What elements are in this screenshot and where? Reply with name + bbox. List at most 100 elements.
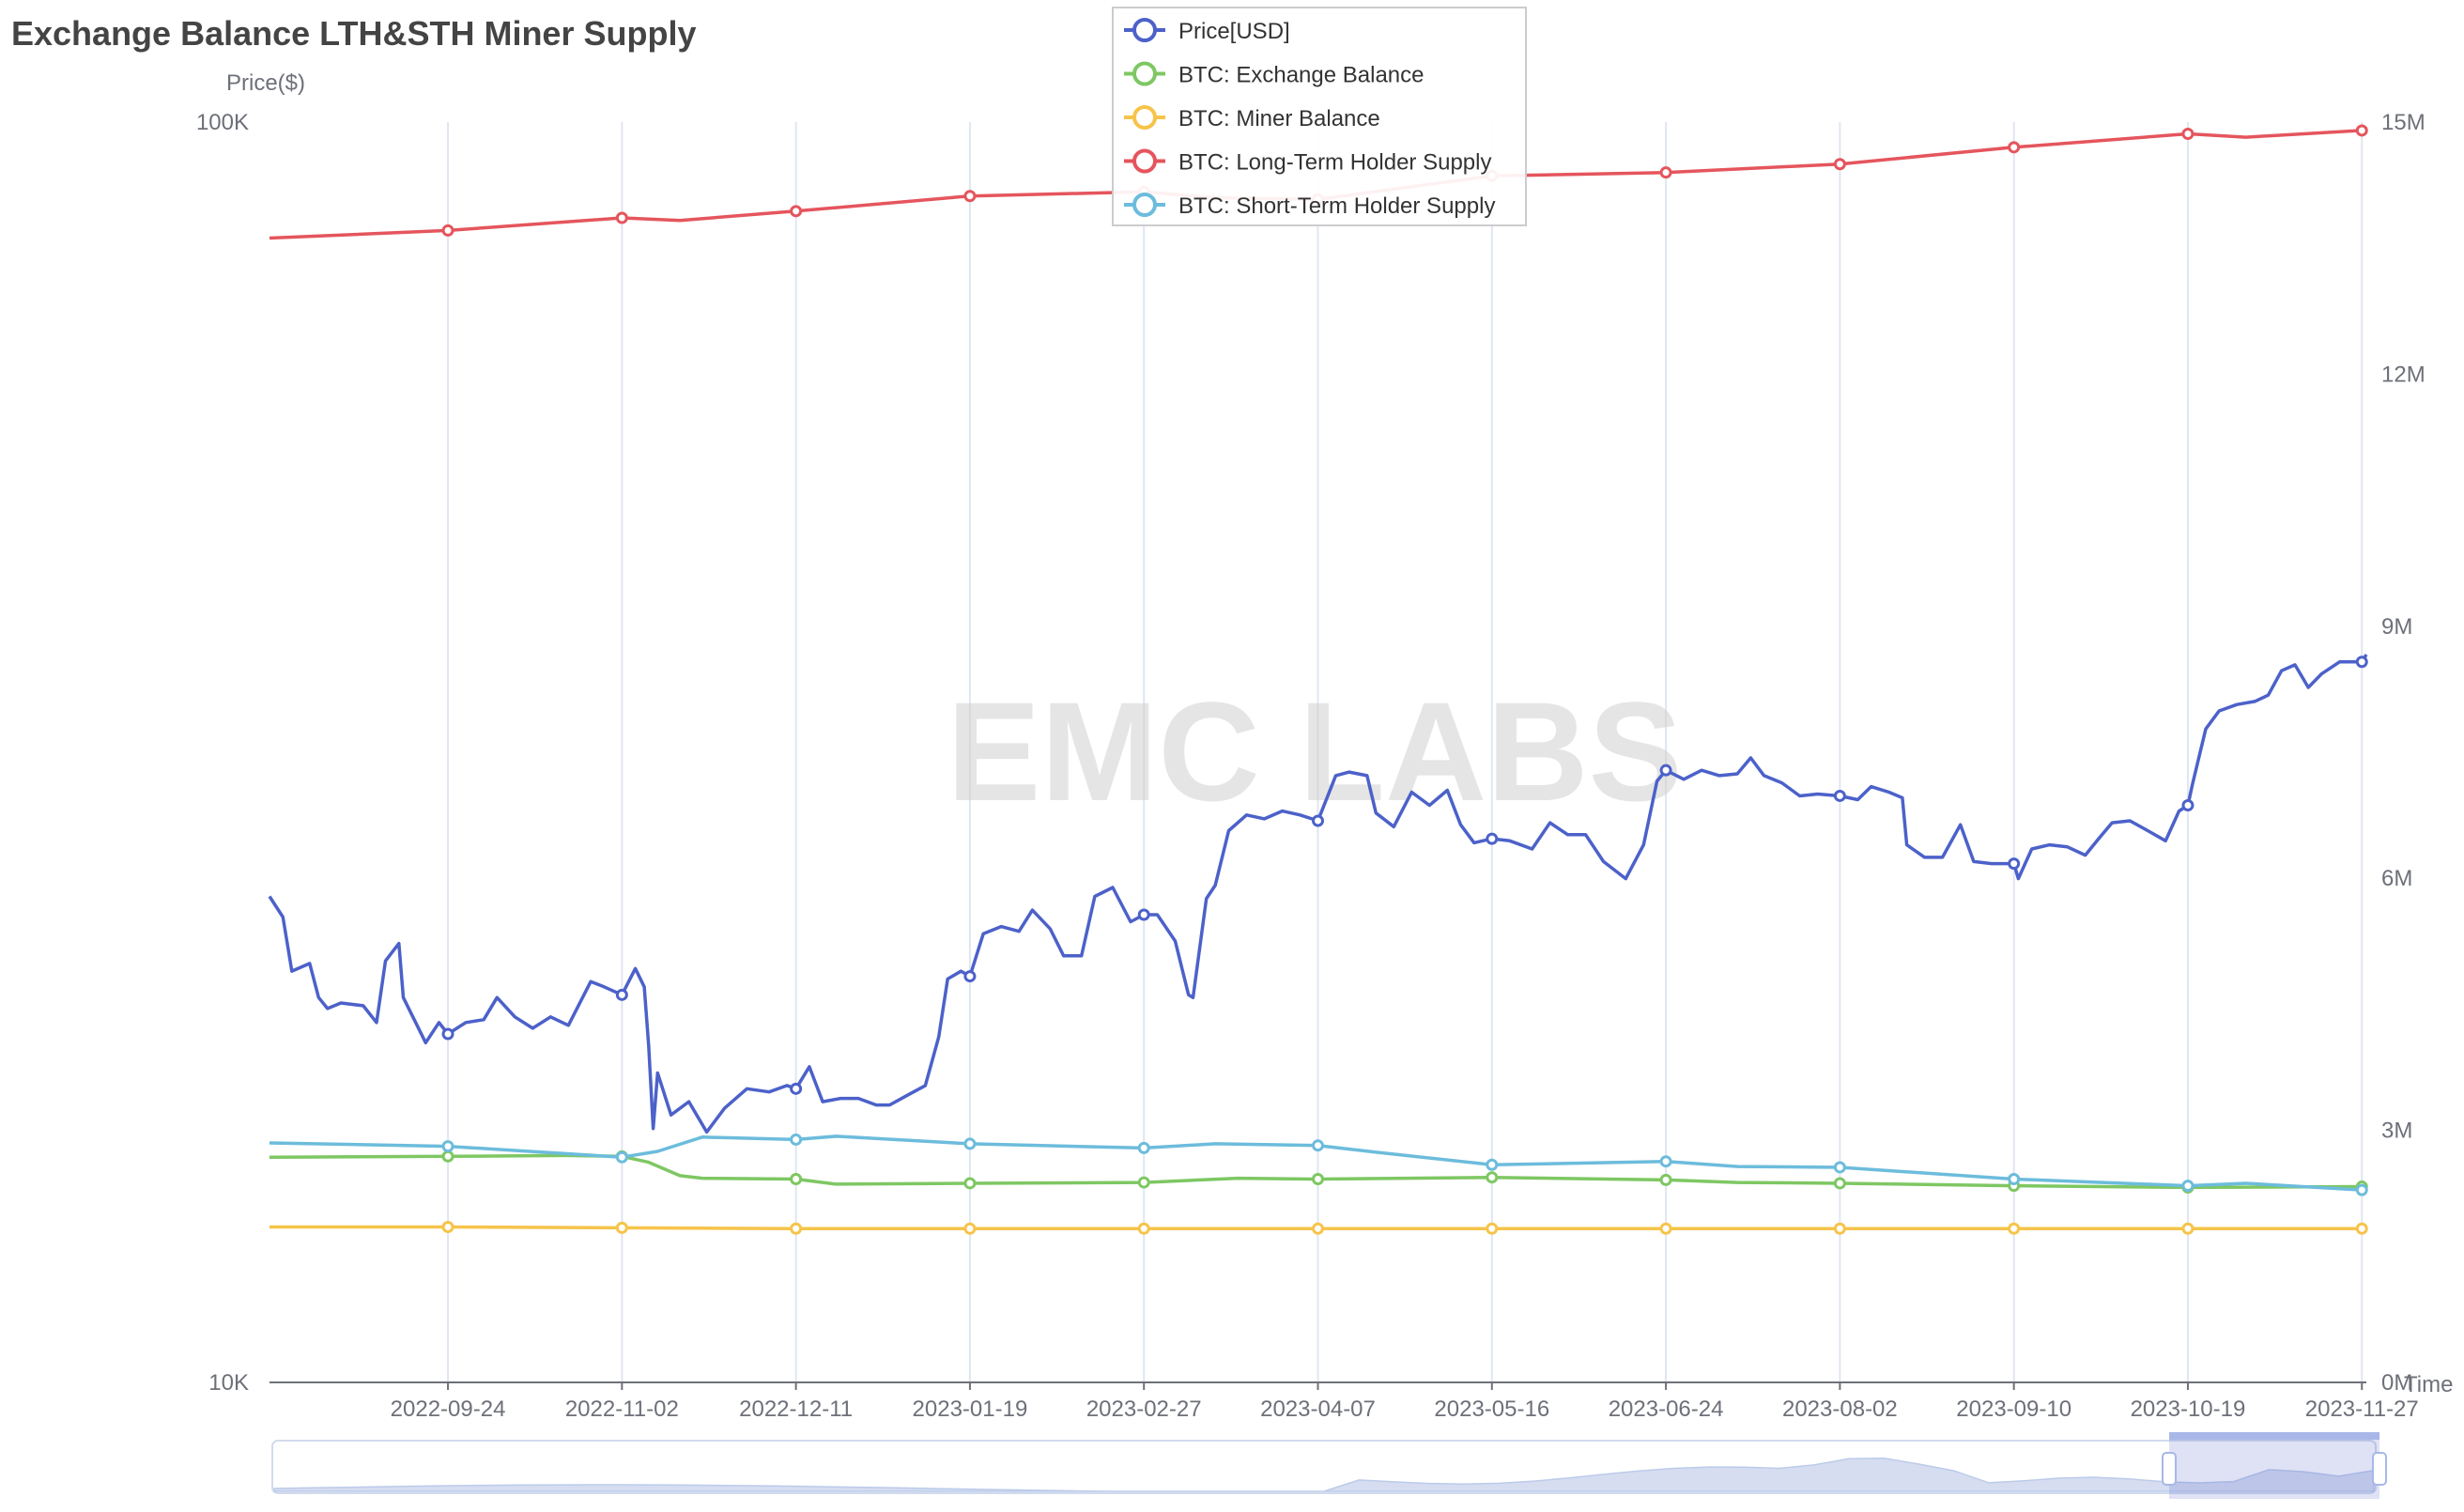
x-tick-label: 2023-08-02 xyxy=(1782,1396,1898,1422)
series-marker xyxy=(441,224,454,237)
legend-swatch-marker xyxy=(1132,105,1157,130)
series-marker xyxy=(441,1140,454,1153)
legend-label: BTC: Long-Term Holder Supply xyxy=(1178,150,1491,176)
grid-layer xyxy=(447,122,2364,1382)
series-marker xyxy=(790,205,803,218)
series-marker xyxy=(2355,656,2368,669)
series-marker xyxy=(1659,764,1672,777)
series-marker xyxy=(963,1222,977,1235)
series-marker xyxy=(1137,1176,1150,1189)
series-marker xyxy=(2181,799,2194,812)
series-marker xyxy=(1659,1222,1672,1235)
series-marker xyxy=(1137,908,1150,921)
series-marker xyxy=(1137,1222,1150,1235)
series-marker xyxy=(1312,1172,1324,1185)
series-marker xyxy=(2008,141,2021,154)
legend-label: BTC: Exchange Balance xyxy=(1178,63,1424,88)
y-right-tick-label: 12M xyxy=(2381,362,2426,387)
x-tick-label: 2023-02-27 xyxy=(1086,1396,1202,1422)
x-tick-label: 2022-09-24 xyxy=(391,1396,506,1422)
series-marker xyxy=(1486,1171,1499,1184)
series-marker xyxy=(1833,1161,1846,1174)
y-left-axis-title: Price($) xyxy=(226,70,305,96)
legend-swatch-marker xyxy=(1132,61,1157,86)
series-marker xyxy=(963,970,977,983)
series-marker xyxy=(1486,832,1499,845)
series-marker xyxy=(1659,166,1672,179)
series-marker xyxy=(441,1220,454,1233)
series-marker xyxy=(1137,1141,1150,1154)
axis-layer: 2022-09-24 2022-11-02 2022-12-11 2023-01-19… xyxy=(196,110,2426,1422)
series-marker xyxy=(1486,1158,1499,1171)
series-marker xyxy=(1659,1155,1672,1168)
series-marker xyxy=(1833,789,1846,802)
series-marker xyxy=(790,1222,803,1235)
y-right-tick-label: 3M xyxy=(2381,1119,2412,1144)
series-marker xyxy=(2355,1183,2368,1196)
series-marker xyxy=(1833,1222,1846,1235)
legend-swatch-marker xyxy=(1132,193,1157,217)
x-tick-label: 2022-11-02 xyxy=(565,1396,679,1422)
series-marker xyxy=(615,1221,628,1234)
slider-handle-right[interactable] xyxy=(2372,1452,2387,1486)
y-right-tick-label: 9M xyxy=(2381,614,2412,640)
series-marker xyxy=(2008,1172,2021,1185)
x-tick-label: 2023-06-24 xyxy=(1609,1396,1724,1422)
series-marker xyxy=(1833,1177,1846,1190)
y-right-tick-label: 15M xyxy=(2381,110,2426,135)
series-marker xyxy=(1833,158,1846,171)
y-right-tick-label: 0M xyxy=(2381,1370,2412,1396)
legend-box xyxy=(1112,7,1527,226)
series-marker xyxy=(2181,1180,2194,1193)
series-marker xyxy=(2355,124,2368,137)
x-tick-label: 2023-05-16 xyxy=(1434,1396,1549,1422)
slider-top-bar xyxy=(2169,1432,2379,1440)
watermark: EMC LABS xyxy=(947,672,1682,830)
slider-handle-left[interactable] xyxy=(2162,1452,2177,1486)
series-marker xyxy=(615,211,628,224)
series-marker xyxy=(1312,1139,1324,1152)
x-tick-label: 2023-10-19 xyxy=(2131,1396,2246,1422)
y-left-tick-label: 10K xyxy=(208,1370,249,1396)
series-marker xyxy=(963,190,977,203)
series-marker xyxy=(2181,1222,2194,1235)
series-marker xyxy=(615,988,628,1001)
series-marker xyxy=(1659,1173,1672,1186)
series-marker xyxy=(615,1150,628,1164)
series-line xyxy=(269,1134,2363,1192)
series-marker xyxy=(2355,1222,2368,1235)
series-marker xyxy=(790,1133,803,1146)
legend-label: BTC: Short-Term Holder Supply xyxy=(1178,193,1495,219)
legend-swatch-marker xyxy=(1132,148,1157,174)
chart-title: Exchange Balance LTH&STH Miner Supply xyxy=(11,14,696,53)
legend-label: Price[USD] xyxy=(1178,19,1290,44)
series-marker xyxy=(2008,1222,2021,1235)
x-tick-label: 2023-01-19 xyxy=(913,1396,1028,1422)
series-marker xyxy=(790,1172,803,1185)
series-marker xyxy=(963,1177,977,1190)
legend: Price[USD] BTC: Exchange Balance BTC: Mine… xyxy=(1112,7,1527,226)
legend-label: BTC: Miner Balance xyxy=(1178,106,1380,131)
series-marker xyxy=(1312,1222,1324,1235)
y-right-tick-label: 6M xyxy=(2381,866,2412,891)
slider-preview xyxy=(273,1458,2375,1492)
y-left-tick-label: 100K xyxy=(196,110,249,135)
x-tick-label: 2023-04-07 xyxy=(1260,1396,1376,1422)
series-marker xyxy=(441,1027,454,1041)
series-marker xyxy=(441,1149,454,1163)
x-tick-label: 2022-12-11 xyxy=(739,1396,853,1422)
series-marker xyxy=(1486,1222,1499,1235)
x-tick-label: 2023-11-27 xyxy=(2305,1396,2419,1422)
x-axis-title: Time xyxy=(2404,1372,2453,1397)
series-marker xyxy=(963,1137,977,1150)
x-tick-label: 2023-09-10 xyxy=(1956,1396,2071,1422)
series-marker xyxy=(2008,857,2021,871)
series-marker xyxy=(790,1082,803,1095)
legend-swatch-marker xyxy=(1132,18,1157,42)
slider-window xyxy=(2169,1435,2379,1499)
series-marker xyxy=(1312,814,1324,827)
series-line xyxy=(268,654,2368,1134)
zoom-slider[interactable] xyxy=(271,1432,2387,1499)
series-marker xyxy=(2181,128,2194,141)
